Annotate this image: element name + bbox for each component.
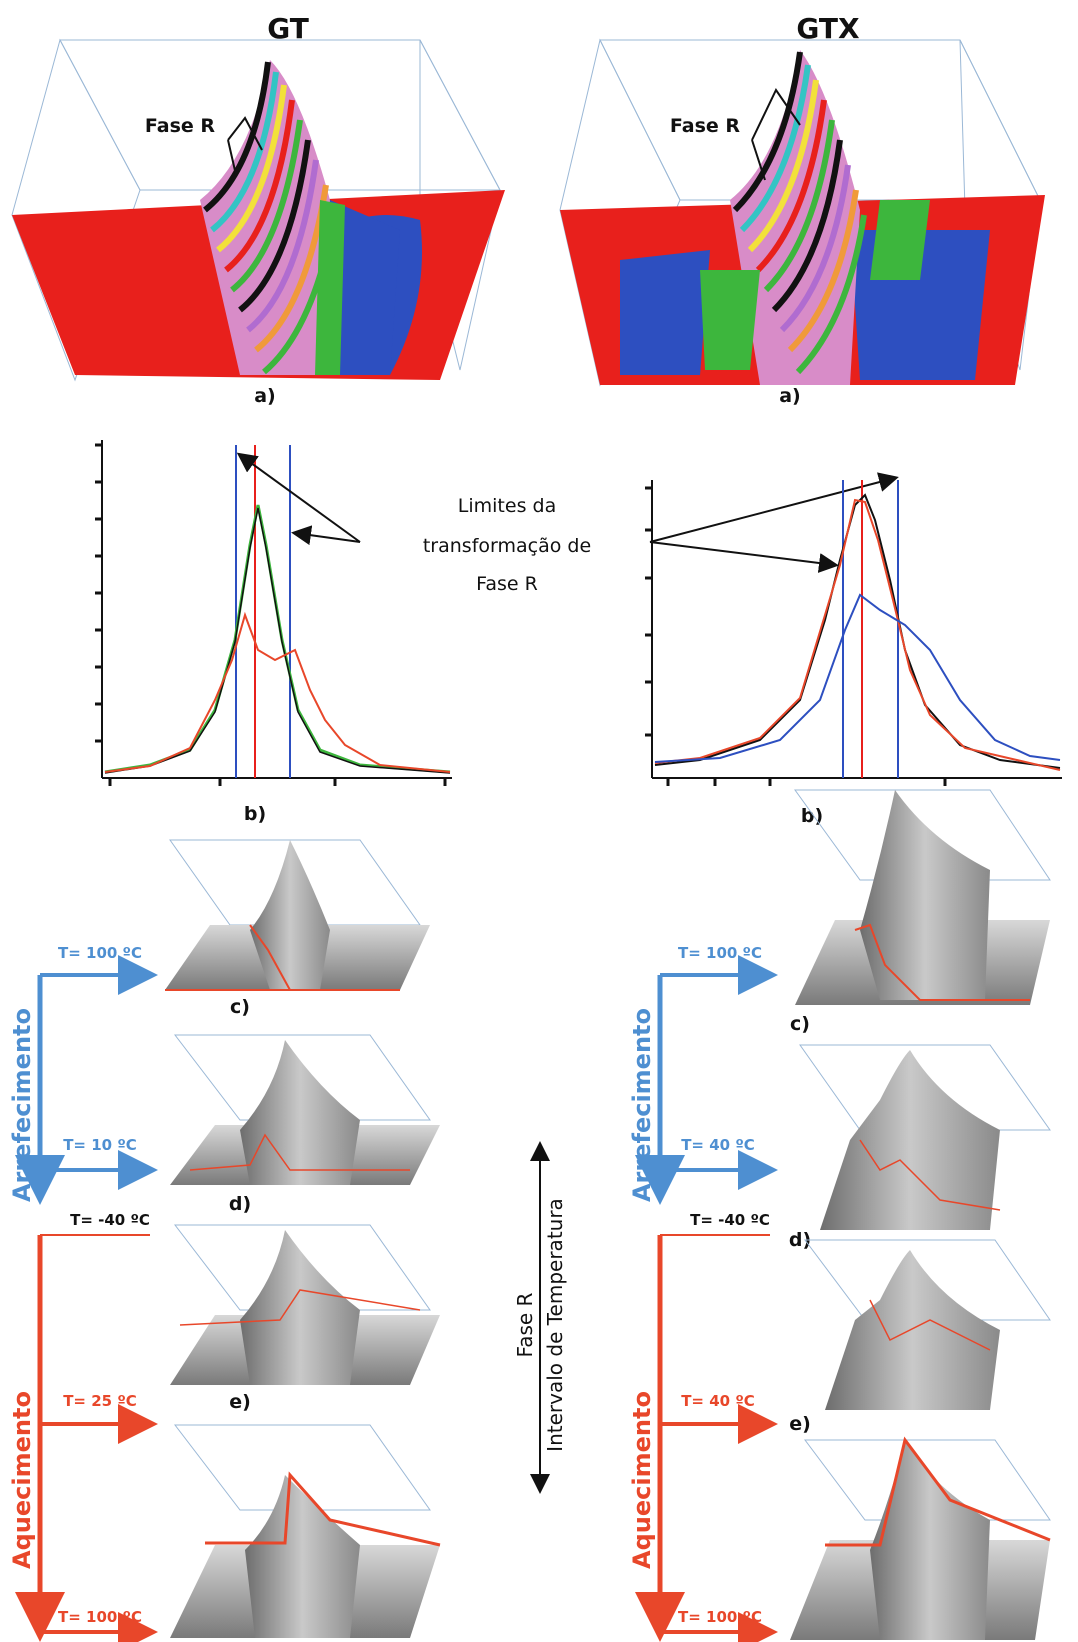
temp-right-5: T= 100 ºC	[678, 1608, 762, 1626]
panel-label-a-left: a)	[254, 385, 276, 407]
gray-surface-left-e	[170, 1224, 440, 1385]
gray-surface-right-e	[804, 1239, 1051, 1410]
temp-left-1: T= 100 ºC	[58, 944, 142, 962]
gray-surface-left-c	[165, 839, 430, 991]
label-heating-right: Aquecimento	[628, 1391, 656, 1569]
limits-line1: Limites da	[458, 495, 556, 517]
temp-left-5: T= 100 ºC	[58, 1608, 142, 1626]
temp-right-3: T= -40 ºC	[690, 1211, 770, 1229]
limits-line3: Fase R	[476, 573, 538, 595]
temp-left-4: T= 25 ºC	[63, 1392, 137, 1410]
panel-label-e-right: e)	[789, 1413, 811, 1435]
limits-line2: transformação de	[423, 535, 591, 557]
label-cooling-right: Arrefecimento	[628, 1008, 656, 1202]
panel-label-a-right: a)	[779, 385, 801, 407]
temp-left-3: T= -40 ºC	[70, 1211, 150, 1229]
gray-surface-left-f	[170, 1424, 441, 1638]
panel-label-c-right: c)	[790, 1013, 810, 1035]
panel-label-d-right: d)	[789, 1229, 811, 1251]
label-heating-left: Aquecimento	[8, 1391, 36, 1569]
limits-annotation: Limites da transformação de Fase R	[236, 452, 899, 595]
panel-label-e-left: e)	[229, 1391, 251, 1413]
fase-r-label-gtx: Fase R	[670, 115, 740, 137]
temp-left-2: T= 10 ºC	[63, 1136, 137, 1154]
flow-left	[15, 955, 158, 1642]
surface-3d-gt	[11, 38, 505, 382]
label-cooling-left: Arrefecimento	[8, 1008, 36, 1202]
plot-b-gtx	[645, 480, 1062, 786]
panel-label-b-left: b)	[244, 803, 266, 825]
gray-surface-right-f	[790, 1436, 1051, 1640]
middle-axis-top: Fase R	[513, 1292, 537, 1357]
flow-right	[635, 955, 778, 1642]
middle-axis-bottom: Intervalo de Temperatura	[543, 1198, 567, 1452]
plot-b-gt	[95, 440, 452, 786]
panel-label-d-left: d)	[229, 1193, 251, 1215]
gray-surface-right-c	[794, 789, 1051, 1005]
fase-r-label-gt: Fase R	[145, 115, 215, 137]
temp-right-1: T= 100 ºC	[678, 944, 762, 962]
temp-right-4: T= 40 ºC	[681, 1392, 755, 1410]
fase-r-arrows-gt	[227, 116, 263, 176]
temp-right-2: T= 40 ºC	[681, 1136, 755, 1154]
fase-r-arrows-gtx	[751, 88, 801, 181]
gray-surface-right-d	[799, 1044, 1051, 1230]
surface-3d-gtx	[559, 38, 1045, 387]
panel-label-c-left: c)	[230, 996, 250, 1018]
gray-surface-left-d	[170, 1034, 440, 1185]
